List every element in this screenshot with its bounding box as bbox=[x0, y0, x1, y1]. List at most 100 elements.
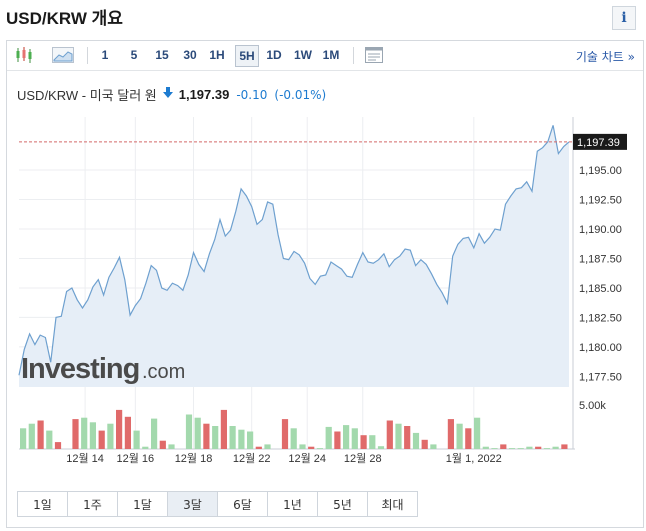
price-change-percent: (-0.01%) bbox=[274, 87, 327, 102]
volume-bar bbox=[500, 444, 507, 449]
current-price-label: 1,197.39 bbox=[577, 137, 620, 149]
instrument-name: USD/KRW - 미국 달러 원 bbox=[17, 88, 157, 103]
volume-bar bbox=[124, 416, 131, 449]
volume-bar bbox=[142, 446, 149, 449]
x-tick-label: 12월 22 bbox=[233, 452, 271, 465]
volume-bar bbox=[395, 423, 402, 449]
chart-panel: 1 5 15 30 1H 5H 1D 1W 1M 기술 차트 » USD/KRW… bbox=[6, 40, 644, 528]
volume-bar bbox=[264, 444, 271, 449]
y-tick-label: 1,180.00 bbox=[579, 342, 622, 354]
arrow-down-icon bbox=[162, 87, 173, 102]
table-view-icon[interactable] bbox=[363, 45, 385, 65]
range-max[interactable]: 최대 bbox=[368, 492, 417, 516]
volume-bar bbox=[203, 423, 210, 449]
x-tick-label: 12월 18 bbox=[175, 452, 213, 465]
volume-bar bbox=[404, 426, 411, 449]
x-tick-label: 1월 1, 2022 bbox=[446, 452, 502, 465]
volume-bar bbox=[194, 417, 201, 449]
interval-1w[interactable]: 1W bbox=[294, 48, 312, 62]
volume-bar bbox=[351, 428, 358, 449]
volume-bar bbox=[343, 425, 350, 449]
volume-bar bbox=[46, 430, 53, 449]
watermark-suffix: .com bbox=[142, 361, 185, 383]
volume-bar bbox=[360, 435, 367, 449]
candlestick-chart-icon[interactable] bbox=[13, 45, 35, 65]
volume-bar bbox=[37, 420, 44, 449]
range-6m[interactable]: 6달 bbox=[218, 492, 268, 516]
x-tick-label: 12월 16 bbox=[117, 452, 155, 465]
volume-bar bbox=[474, 417, 481, 449]
volume-bar bbox=[325, 426, 332, 449]
volume-bar bbox=[107, 423, 114, 449]
interval-1[interactable]: 1 bbox=[101, 48, 109, 62]
info-icon[interactable]: i bbox=[612, 6, 636, 30]
volume-bars bbox=[20, 409, 568, 449]
interval-1m[interactable]: 1M bbox=[322, 48, 340, 62]
volume-bar bbox=[168, 444, 175, 449]
y-tick-label: 1,195.00 bbox=[579, 165, 622, 177]
interval-5[interactable]: 5 bbox=[130, 48, 138, 62]
volume-axis-label: 5.00k bbox=[579, 400, 606, 412]
volume-bar bbox=[151, 418, 158, 449]
volume-bar bbox=[133, 430, 140, 449]
range-1w[interactable]: 1주 bbox=[68, 492, 118, 516]
volume-bar bbox=[526, 446, 533, 449]
volume-bar bbox=[377, 446, 385, 449]
volume-bar bbox=[159, 440, 166, 449]
watermark-brand: Investing bbox=[21, 353, 139, 385]
range-1d[interactable]: 1일 bbox=[18, 492, 68, 516]
chart-toolbar: 1 5 15 30 1H 5H 1D 1W 1M 기술 차트 » bbox=[7, 41, 643, 71]
y-tick-label: 1,187.50 bbox=[579, 253, 622, 265]
interval-5h[interactable]: 5H bbox=[235, 45, 259, 67]
volume-bar bbox=[535, 446, 542, 449]
volume-bar bbox=[369, 435, 376, 449]
volume-bar bbox=[508, 448, 516, 449]
volume-bar bbox=[229, 426, 236, 449]
y-axis-labels: 1,195.00 1,192.50 1,190.00 1,187.50 1,185.00… bbox=[579, 165, 622, 383]
volume-bar bbox=[430, 444, 437, 449]
range-selector: 1일 1주 1달 3달 6달 1년 5년 최대 bbox=[17, 491, 418, 517]
y-tick-label: 1,185.00 bbox=[579, 283, 622, 295]
quote-line: USD/KRW - 미국 달러 원 1,197.39 -0.10 (-0.01%… bbox=[17, 85, 326, 104]
volume-bar bbox=[98, 430, 105, 449]
volume-bar bbox=[212, 426, 219, 449]
area-chart-icon[interactable] bbox=[51, 45, 75, 65]
volume-bar bbox=[28, 423, 35, 449]
volume-bar bbox=[465, 428, 472, 449]
y-tick-label: 1,177.50 bbox=[579, 371, 622, 383]
range-1m[interactable]: 1달 bbox=[118, 492, 168, 516]
x-tick-label: 12월 14 bbox=[66, 452, 104, 465]
range-5y[interactable]: 5년 bbox=[318, 492, 368, 516]
volume-bar bbox=[238, 429, 245, 449]
advanced-chart-link[interactable]: 기술 차트 » bbox=[575, 50, 635, 64]
y-tick-label: 1,190.00 bbox=[579, 224, 622, 236]
volume-bar bbox=[299, 444, 306, 449]
volume-bar bbox=[456, 423, 463, 449]
x-tick-label: 12월 24 bbox=[288, 452, 326, 465]
page-title: USD/KRW 개요 bbox=[6, 9, 123, 28]
volume-bar bbox=[290, 428, 297, 449]
volume-bar bbox=[220, 409, 227, 449]
interval-1h[interactable]: 1H bbox=[209, 48, 225, 62]
volume-bar bbox=[20, 428, 27, 449]
price-area bbox=[19, 125, 569, 388]
x-tick-label: 12월 28 bbox=[344, 452, 382, 465]
volume-bar bbox=[247, 431, 254, 449]
range-3m[interactable]: 3달 bbox=[168, 492, 218, 516]
y-tick-label: 1,192.50 bbox=[579, 195, 622, 207]
volume-bar bbox=[561, 444, 568, 449]
volume-bar bbox=[255, 446, 262, 449]
volume-bar bbox=[308, 446, 315, 449]
volume-bar bbox=[116, 409, 123, 449]
volume-bar bbox=[421, 439, 428, 449]
last-price: 1,197.39 bbox=[178, 87, 230, 102]
volume-bar bbox=[543, 448, 550, 449]
price-chart[interactable]: 1,195.00 1,192.50 1,190.00 1,187.50 1,185.00… bbox=[7, 111, 643, 481]
interval-1d[interactable]: 1D bbox=[266, 48, 282, 62]
interval-15[interactable]: 15 bbox=[155, 48, 169, 62]
volume-bar bbox=[517, 448, 524, 449]
range-1y[interactable]: 1년 bbox=[268, 492, 318, 516]
interval-30[interactable]: 30 bbox=[183, 48, 197, 62]
volume-bar bbox=[81, 417, 88, 449]
volume-bar bbox=[334, 431, 341, 449]
